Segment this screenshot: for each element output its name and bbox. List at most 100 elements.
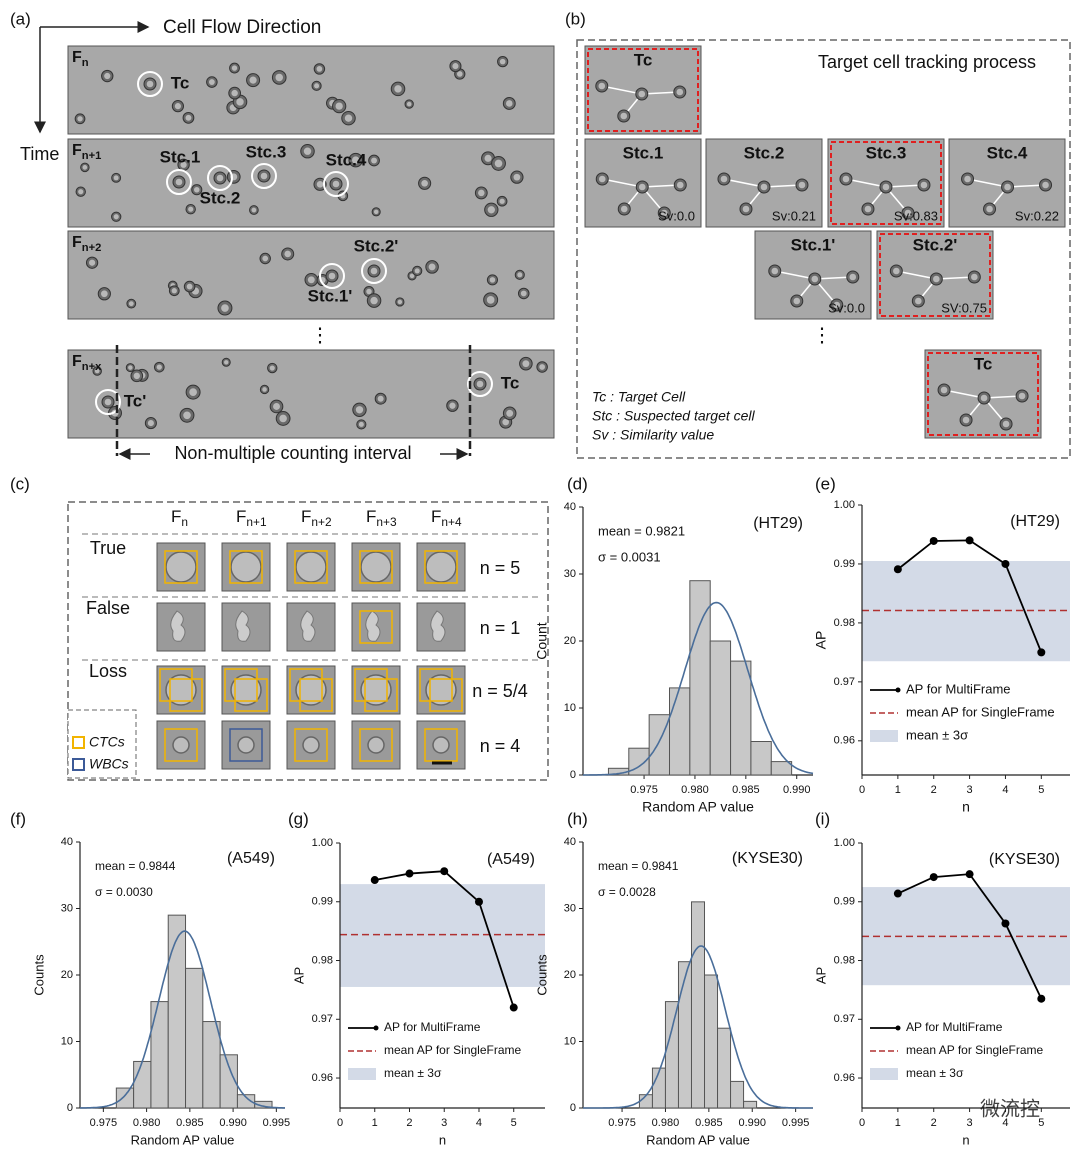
mean-annotation: mean = 0.9841 <box>598 859 679 873</box>
x-tick-label: 1 <box>372 1117 378 1129</box>
y-tick-label: 0.96 <box>834 1072 855 1084</box>
cell-core <box>499 198 505 204</box>
cell-core <box>370 267 378 275</box>
cell-core <box>273 402 280 410</box>
frame-name: Fn+3 <box>366 507 397 529</box>
frame-name-base: F <box>366 507 376 526</box>
cell-core <box>456 71 463 77</box>
row-count: n = 1 <box>480 618 521 638</box>
cell-core <box>221 304 229 312</box>
cell-core <box>307 276 315 284</box>
histogram-bar <box>133 1060 152 1109</box>
cell-core <box>394 85 402 93</box>
cell-core <box>128 365 133 370</box>
cell-core <box>660 209 668 217</box>
cell-core <box>113 214 119 220</box>
similarity-value: Sv:0.22 <box>1015 208 1059 223</box>
cell-image <box>367 736 385 754</box>
histogram-bar <box>185 967 204 1109</box>
cell-label: Stc.3 <box>246 142 287 161</box>
legend-point <box>895 1025 901 1031</box>
detection-box <box>424 728 458 762</box>
x-tick-label: 0.995 <box>782 1117 810 1129</box>
histogram-bar <box>770 761 793 776</box>
cell-core <box>249 76 257 84</box>
cell-core <box>355 406 364 414</box>
cell-cluster <box>170 610 186 642</box>
box-label: Tc <box>634 50 653 69</box>
similarity-value: Sv:0.0 <box>828 300 865 315</box>
cell-label: Tc <box>171 73 190 92</box>
cell-image <box>172 736 190 754</box>
cell-core <box>506 409 514 417</box>
frame-name-sub: n+3 <box>376 515 397 529</box>
y-tick-label: 0 <box>570 769 576 781</box>
x-tick-label: 3 <box>967 784 973 796</box>
row-label: True <box>90 538 126 558</box>
x-tick-label: 5 <box>1038 1117 1044 1129</box>
y-tick-label: 10 <box>61 1035 73 1047</box>
cell-core <box>94 368 100 374</box>
cell-image <box>165 674 197 706</box>
cell-core <box>406 101 412 107</box>
series-point <box>965 536 974 545</box>
x-tick-label: 0.980 <box>133 1117 161 1129</box>
cell-core <box>502 418 510 426</box>
frame-name-sub: n+2 <box>311 515 332 529</box>
cell-cluster <box>365 610 381 642</box>
legend-entry: Stc : Suspected target cell <box>592 408 756 424</box>
y-tick-label: 20 <box>564 635 576 647</box>
series-point <box>965 870 974 879</box>
ellipsis: ⋮ <box>812 324 832 346</box>
cell-image <box>230 551 262 583</box>
frame-name-sub: n+4 <box>441 515 462 529</box>
y-tick-label: 0.99 <box>834 558 855 570</box>
frame-name: Fn+x <box>72 353 102 373</box>
detection-box <box>364 678 398 712</box>
detection-box <box>419 668 453 702</box>
histogram-bar <box>704 974 719 1109</box>
cell-core <box>986 205 993 213</box>
cell-core <box>171 288 177 294</box>
cell-core <box>962 416 970 424</box>
detection-box <box>234 678 268 712</box>
y-tick-label: 30 <box>61 902 73 914</box>
similarity-value: Sv:0.21 <box>772 208 816 223</box>
cell-core <box>133 372 141 380</box>
cell-core <box>224 360 229 365</box>
cell-core <box>231 89 238 97</box>
similarity-value: Sv:0.0 <box>658 208 695 223</box>
x-tick-label: 0.990 <box>783 784 811 796</box>
cell-core <box>478 189 485 197</box>
y-tick-label: 1.00 <box>834 499 855 511</box>
y-tick-label: 0.97 <box>834 676 855 688</box>
interval-label: Non-multiple counting interval <box>174 443 411 463</box>
box-label: Tc <box>974 354 993 373</box>
histogram-bar <box>254 1100 273 1109</box>
box-label: Stc.1 <box>623 143 664 162</box>
y-axis-label: AP <box>813 631 829 650</box>
histogram-bar <box>743 1100 758 1109</box>
sigma-band <box>340 884 545 987</box>
cell-core <box>513 173 521 181</box>
legend-label: mean ± 3σ <box>384 1066 442 1080</box>
panel-label: (g) <box>288 809 309 828</box>
series-point <box>1037 994 1046 1003</box>
cell-core <box>414 268 420 274</box>
row-count: n = 5/4 <box>472 681 528 701</box>
y-tick-label: 1.00 <box>312 837 333 849</box>
cell-core <box>183 411 191 420</box>
series-point <box>440 867 449 876</box>
legend-point <box>895 687 901 693</box>
panel-label: (e) <box>815 474 836 493</box>
detection-box <box>294 550 328 584</box>
cell-image <box>230 674 262 706</box>
cell-core <box>188 206 194 212</box>
legend-label: mean AP for SingleFrame <box>906 704 1055 719</box>
x-axis-label: Random AP value <box>646 1132 750 1147</box>
detection-box <box>159 668 193 702</box>
cell-core <box>113 175 119 181</box>
box-label: Stc.1' <box>791 235 836 254</box>
cell-core <box>476 380 484 388</box>
cell-core <box>262 255 269 262</box>
